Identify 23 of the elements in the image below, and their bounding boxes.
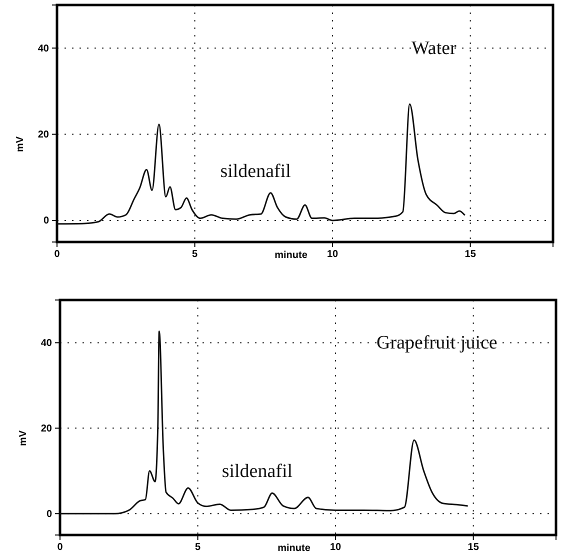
x-tick-label: 10 bbox=[326, 249, 339, 260]
x-tick-label: 10 bbox=[330, 542, 342, 554]
y-axis-title: mV bbox=[18, 430, 29, 446]
line-series bbox=[56, 103, 466, 225]
y-tick-label: 20 bbox=[38, 129, 50, 140]
y-tick-label: 20 bbox=[40, 423, 52, 434]
x-tick-label: 0 bbox=[57, 542, 64, 554]
y-tick-label: 40 bbox=[38, 43, 50, 54]
annotation: Water bbox=[412, 38, 458, 60]
x-axis-title: minute bbox=[278, 543, 311, 554]
annotation: Grapefruit juice bbox=[376, 332, 498, 354]
x-tick-label: 0 bbox=[54, 249, 60, 260]
x-tick-label: 15 bbox=[468, 542, 480, 554]
y-axis-title: mV bbox=[15, 136, 26, 152]
annotation: sildenafil bbox=[222, 461, 293, 482]
x-tick-label: 15 bbox=[464, 249, 476, 260]
x-tick-label: 5 bbox=[192, 249, 198, 260]
y-tick-label: 0 bbox=[43, 216, 50, 227]
y-tick-label: 0 bbox=[46, 508, 52, 520]
x-tick-label: 5 bbox=[194, 542, 201, 554]
y-tick-label: 40 bbox=[40, 338, 52, 349]
annotation: sildenafil bbox=[220, 160, 291, 182]
x-axis-title: minute bbox=[274, 250, 308, 261]
